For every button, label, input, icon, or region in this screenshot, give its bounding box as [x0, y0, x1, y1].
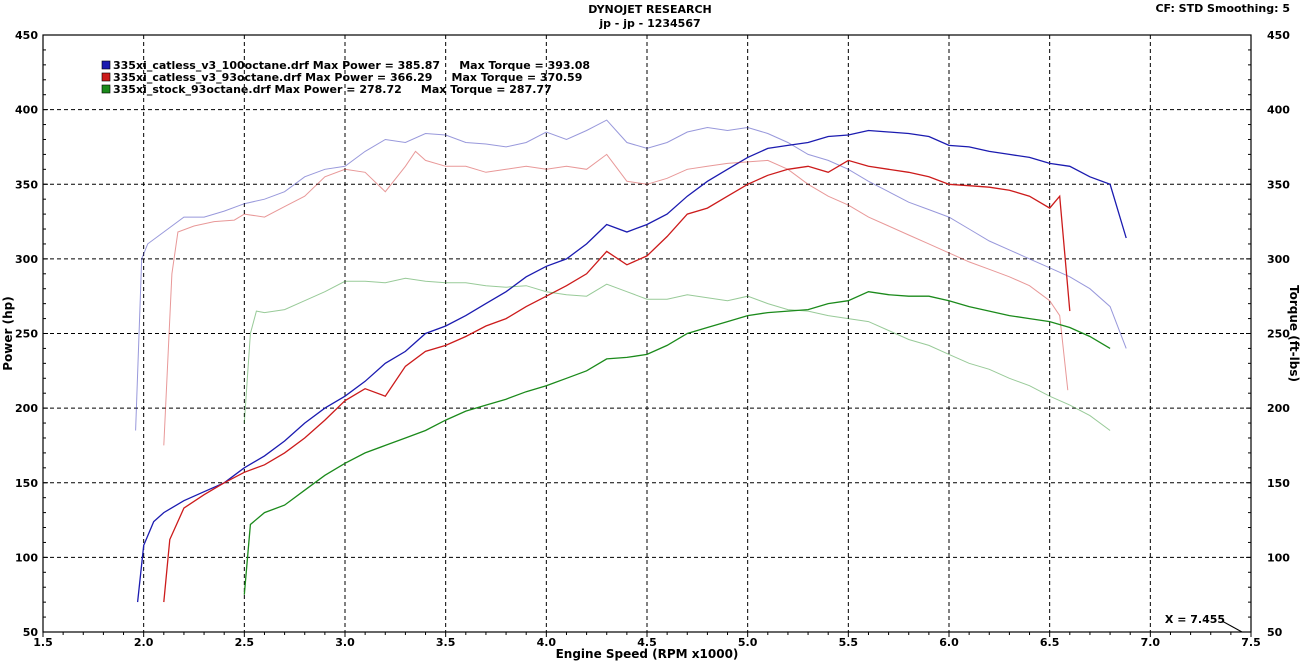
series-3-power-line — [243, 291, 1111, 595]
plot-frame — [42, 34, 1252, 633]
legend-swatch — [101, 60, 111, 70]
legend-entry: 335xi_catless_v3_93octane.drf Max Power … — [113, 71, 582, 84]
y2-tick-label: 300 — [1267, 253, 1290, 266]
x-tick-label: 5.0 — [738, 636, 758, 649]
y2-tick-label: 100 — [1267, 551, 1290, 564]
x-tick-label: 6.5 — [1040, 636, 1060, 649]
chart-subtitle: jp - jp - 1234567 — [599, 17, 701, 30]
y2-tick-label: 200 — [1267, 402, 1290, 415]
legend-entry: 335xi_stock_93octane.drf Max Power = 278… — [113, 83, 552, 96]
x-tick-label: 3.5 — [436, 636, 456, 649]
y-tick-label: 50 — [23, 626, 39, 639]
y2-tick-label: 250 — [1267, 328, 1290, 341]
series-1-power-line — [136, 129, 1127, 603]
x-tick-label: 2.0 — [134, 636, 154, 649]
series-3-torque-line — [243, 277, 1111, 431]
x-tick-label: 4.5 — [637, 636, 657, 649]
x-tick-label: 4.0 — [537, 636, 557, 649]
legend-swatch — [101, 84, 111, 94]
y2-tick-label: 400 — [1267, 104, 1290, 117]
y-tick-label: 150 — [15, 477, 38, 490]
cursor-readout: X = 7.455 — [1165, 613, 1225, 626]
y-tick-label: 400 — [15, 104, 38, 117]
x-tick-label: 5.5 — [839, 636, 859, 649]
y2-axis-ticks: 50 100 150 200 250 300 350 400 450 — [1246, 29, 1290, 639]
y-tick-label: 350 — [15, 178, 38, 191]
series-2-power-line — [163, 159, 1071, 603]
y2-tick-label: 50 — [1267, 626, 1283, 639]
y2-tick-label: 350 — [1267, 178, 1290, 191]
series-2-torque-line — [163, 150, 1069, 446]
y-tick-label: 450 — [15, 29, 38, 42]
y-tick-label: 300 — [15, 253, 38, 266]
x-tick-label: 3.0 — [335, 636, 355, 649]
series-group — [135, 119, 1127, 603]
correction-factor-label: CF: STD Smoothing: 5 — [1155, 2, 1290, 15]
legend: 335xi_catless_v3_100octane.drf Max Power… — [101, 59, 590, 96]
x-cursor[interactable]: X = 7.455 — [1165, 613, 1243, 633]
x-axis-label: Engine Speed (RPM x1000) — [556, 647, 739, 661]
y2-tick-label: 450 — [1267, 29, 1290, 42]
chart-title: DYNOJET RESEARCH — [588, 3, 712, 16]
y-tick-label: 100 — [15, 551, 38, 564]
grid-lines — [43, 35, 1251, 632]
y2-axis-label: Torque (ft-lbs) — [1287, 285, 1300, 382]
legend-entry: 335xi_catless_v3_100octane.drf Max Power… — [113, 59, 590, 72]
y-tick-label: 200 — [15, 402, 38, 415]
x-axis-ticks: 1.5 2.0 2.5 3.0 3.5 4.0 4.5 5.0 5.5 6.0 6.5 7.0 7.5 — [33, 632, 1261, 649]
legend-swatch — [101, 72, 111, 82]
cursor-pointer-line — [1221, 620, 1243, 633]
y-tick-label: 250 — [15, 328, 38, 341]
x-tick-label: 1.5 — [33, 636, 53, 649]
y2-tick-label: 150 — [1267, 477, 1290, 490]
y-axis-label: Power (hp) — [1, 296, 15, 370]
x-tick-label: 7.5 — [1241, 636, 1261, 649]
x-tick-label: 2.5 — [235, 636, 255, 649]
x-tick-label: 7.0 — [1141, 636, 1161, 649]
x-tick-label: 6.0 — [939, 636, 959, 649]
series-1-torque-line — [135, 119, 1127, 431]
